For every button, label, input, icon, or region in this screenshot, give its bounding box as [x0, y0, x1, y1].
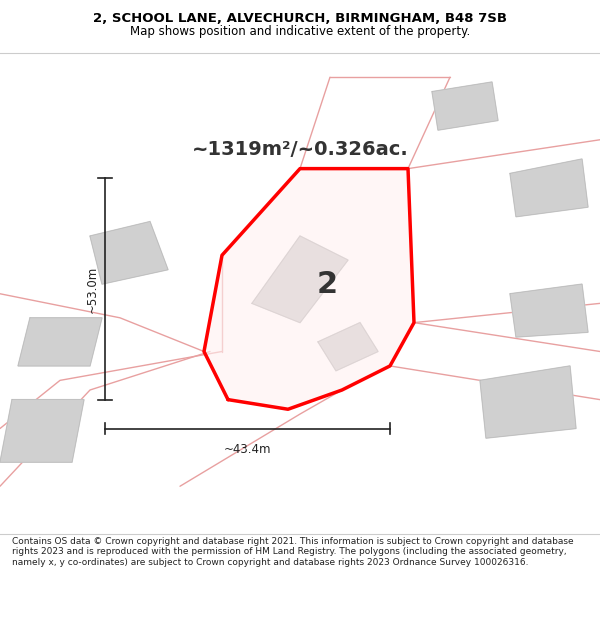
Text: 2: 2: [316, 269, 338, 299]
Polygon shape: [90, 221, 168, 284]
Polygon shape: [18, 318, 102, 366]
Text: 2, SCHOOL LANE, ALVECHURCH, BIRMINGHAM, B48 7SB: 2, SCHOOL LANE, ALVECHURCH, BIRMINGHAM, …: [93, 12, 507, 24]
Text: Map shows position and indicative extent of the property.: Map shows position and indicative extent…: [130, 25, 470, 38]
Text: Contains OS data © Crown copyright and database right 2021. This information is : Contains OS data © Crown copyright and d…: [12, 537, 574, 567]
Polygon shape: [510, 284, 588, 337]
Polygon shape: [0, 399, 84, 462]
Polygon shape: [318, 322, 378, 371]
Text: ~53.0m: ~53.0m: [85, 265, 98, 312]
Polygon shape: [480, 366, 576, 438]
Polygon shape: [252, 236, 348, 322]
Polygon shape: [432, 82, 498, 130]
Polygon shape: [204, 169, 414, 409]
Text: ~1319m²/~0.326ac.: ~1319m²/~0.326ac.: [191, 140, 409, 159]
Text: ~43.4m: ~43.4m: [224, 443, 271, 456]
Polygon shape: [510, 159, 588, 217]
